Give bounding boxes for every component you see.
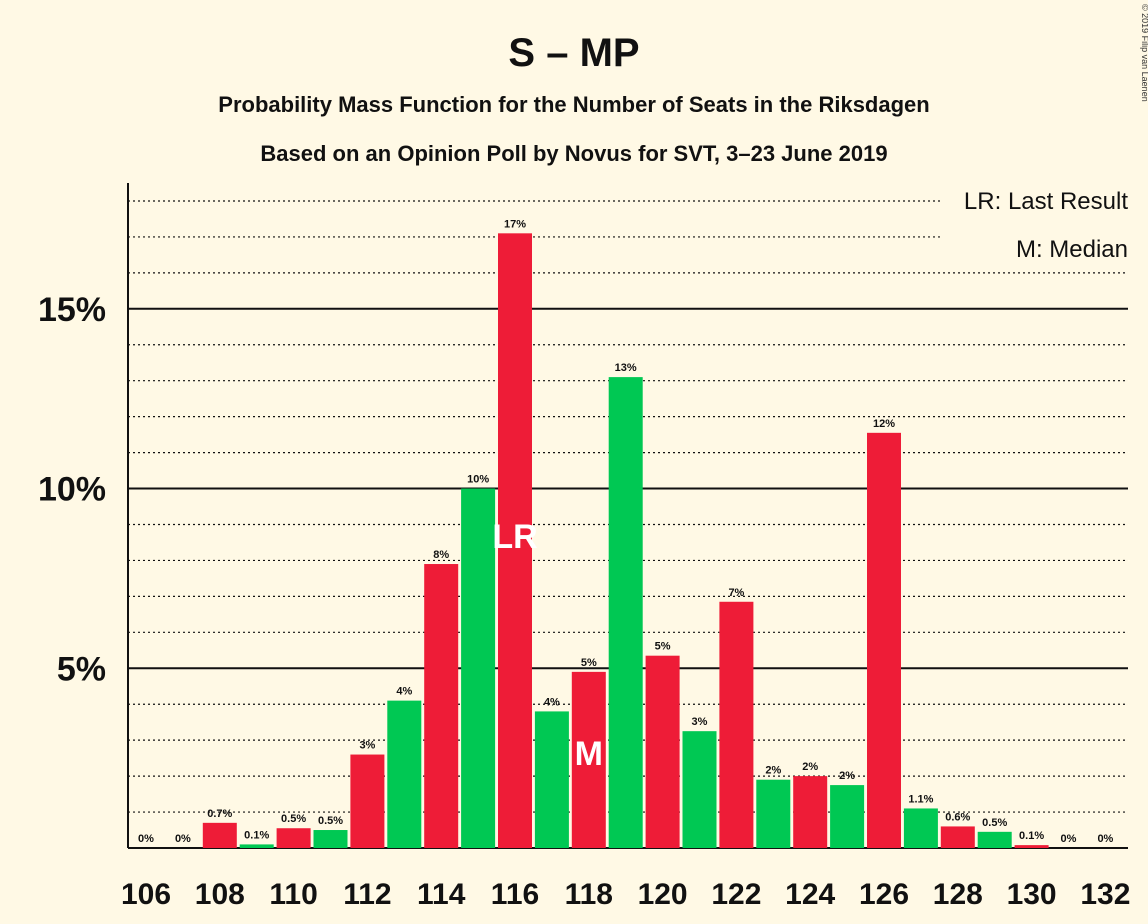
x-tick-label: 128 xyxy=(933,878,983,911)
bar-seat-110 xyxy=(276,828,311,848)
data-label-seat-132: 0% xyxy=(1097,833,1113,845)
data-label-seat-113: 4% xyxy=(396,686,412,698)
data-label-seat-119: 13% xyxy=(615,362,637,374)
bar-markers: LR M xyxy=(492,518,603,773)
legend-backdrop xyxy=(940,180,1140,270)
data-label-seat-117: 4% xyxy=(544,696,560,708)
data-label-seat-115: 10% xyxy=(467,474,489,486)
bar-seat-113 xyxy=(387,700,422,848)
bar-seat-114 xyxy=(424,564,459,848)
data-label-seat-127: 1.1% xyxy=(908,793,933,805)
chart-subtitle: Probability Mass Function for the Number… xyxy=(218,92,929,117)
bar-seat-126 xyxy=(867,432,901,848)
data-label-seat-125: 2% xyxy=(839,770,855,782)
data-label-seat-116: 17% xyxy=(504,218,526,230)
x-tick-label: 118 xyxy=(565,878,613,911)
data-label-seat-129: 0.5% xyxy=(982,817,1007,829)
y-tick-label: 10% xyxy=(38,471,106,509)
x-tick-label: 108 xyxy=(195,878,245,911)
bar-seat-122 xyxy=(719,601,754,848)
x-tick-label: 122 xyxy=(711,878,761,911)
data-label-seat-122: 7% xyxy=(728,587,744,599)
x-axis-ticks: 106 108 110 112 114 116 118 120 122 124 126 128 130 1… xyxy=(121,878,1130,911)
data-label-seat-128: 0.6% xyxy=(945,811,970,823)
y-tick-label: 5% xyxy=(57,650,106,688)
bar-seat-115 xyxy=(461,488,496,848)
bar-seat-108 xyxy=(202,822,237,848)
bar-seat-129 xyxy=(977,831,1012,848)
chart-title: S – MP xyxy=(508,31,639,75)
copyright: © 2019 Filip van Laenen xyxy=(1140,4,1148,102)
bar-seat-127 xyxy=(903,808,938,848)
y-axis-ticks: 5% 10% 15% xyxy=(38,291,106,688)
bars xyxy=(202,233,1049,848)
data-label-seat-109: 0.1% xyxy=(244,829,269,841)
data-label-seat-111: 0.5% xyxy=(318,815,343,827)
bar-seat-128 xyxy=(940,826,975,848)
x-tick-label: 126 xyxy=(859,878,909,911)
data-label-seat-126: 12% xyxy=(873,418,895,430)
marker-m: M xyxy=(575,735,603,773)
bar-seat-125 xyxy=(830,785,865,848)
x-tick-label: 120 xyxy=(638,878,688,911)
bar-seat-123 xyxy=(756,779,791,848)
data-label-seat-118: 5% xyxy=(581,657,597,669)
bar-seat-117 xyxy=(534,711,569,848)
bar-seat-111 xyxy=(313,830,348,848)
bar-seat-118 xyxy=(571,671,606,848)
marker-lr: LR xyxy=(492,518,537,556)
data-label-seat-123: 2% xyxy=(765,765,781,777)
x-tick-label: 114 xyxy=(417,878,466,911)
data-label-seat-114: 8% xyxy=(433,549,449,561)
legend-last-result: LR: Last Result xyxy=(964,188,1128,215)
data-label-seat-112: 3% xyxy=(359,740,375,752)
bar-seat-121 xyxy=(682,731,717,848)
legend-median: M: Median xyxy=(1016,236,1128,263)
data-label-seat-107: 0% xyxy=(175,833,191,845)
data-label-seat-106: 0% xyxy=(138,833,154,845)
bar-seat-116 xyxy=(498,233,532,848)
bar-seat-124 xyxy=(793,776,828,848)
data-label-seat-121: 3% xyxy=(692,716,708,728)
x-tick-label: 116 xyxy=(491,878,539,911)
bar-seat-119 xyxy=(608,377,643,848)
data-label-seat-110: 0.5% xyxy=(281,813,306,825)
data-label-seat-131: 0% xyxy=(1061,833,1077,845)
bar-seat-112 xyxy=(350,754,385,848)
bar-seat-130 xyxy=(1014,845,1049,848)
x-tick-label: 106 xyxy=(121,878,171,911)
data-labels: 0% 0% 0.7% 0.1% 0.5% 0.5% 3% 4% 8% 10% 17% 4% 5% 13% 5… xyxy=(138,218,1114,845)
x-tick-label: 124 xyxy=(785,878,835,911)
data-label-seat-120: 5% xyxy=(655,641,671,653)
data-label-seat-124: 2% xyxy=(802,761,818,773)
y-tick-label: 15% xyxy=(38,291,106,329)
data-label-seat-130: 0.1% xyxy=(1019,830,1044,842)
x-tick-label: 112 xyxy=(343,878,391,911)
x-tick-label: 132 xyxy=(1080,878,1130,911)
bar-seat-109 xyxy=(239,844,274,848)
chart-subtitle-2: Based on an Opinion Poll by Novus for SV… xyxy=(260,141,887,166)
data-label-seat-108: 0.7% xyxy=(207,808,232,820)
x-tick-label: 130 xyxy=(1007,878,1057,911)
bar-seat-120 xyxy=(645,655,680,848)
x-tick-label: 110 xyxy=(269,878,317,911)
